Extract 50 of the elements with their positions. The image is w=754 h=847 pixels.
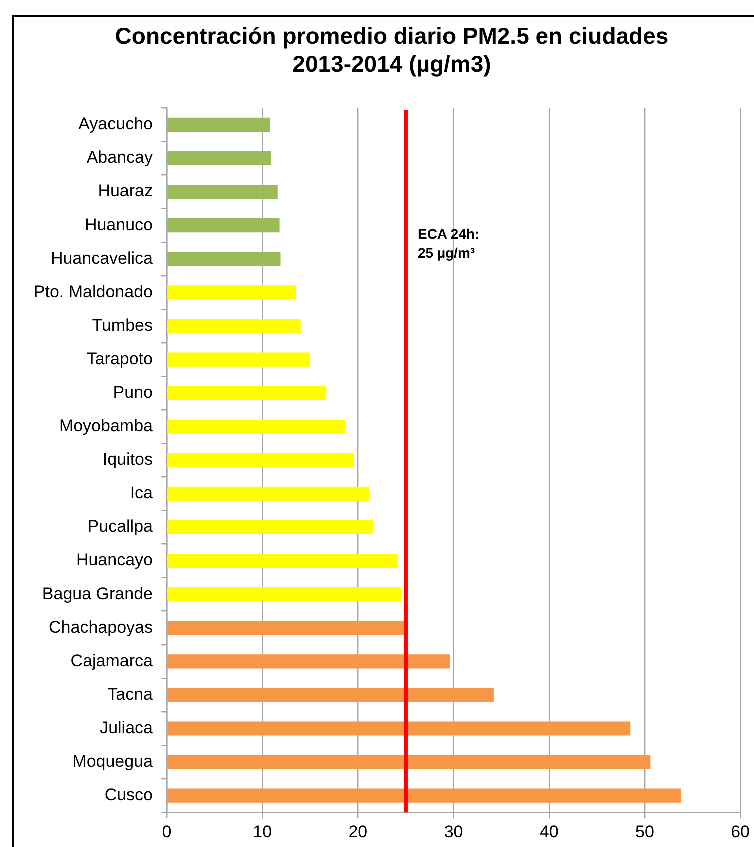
y-tick-label: Abancay	[86, 148, 154, 168]
y-tick-label: Cusco	[104, 786, 153, 805]
x-tick-label: 30	[444, 822, 464, 842]
y-tick-label: Huancayo	[76, 550, 153, 570]
bar	[168, 486, 370, 501]
bar	[168, 352, 310, 367]
y-tick-label: Ayacucho	[78, 114, 153, 134]
y-tick-label: Pto. Maldonado	[34, 282, 153, 302]
y-tick-label: Huancavelica	[50, 248, 154, 268]
bar	[168, 554, 398, 568]
bar	[168, 118, 270, 132]
bar	[168, 286, 296, 300]
bar	[168, 319, 301, 334]
x-tick-label: 50	[635, 822, 654, 842]
bar	[168, 788, 682, 803]
bar	[168, 688, 494, 702]
y-tick-label: Bagua Grande	[42, 584, 153, 604]
bar	[168, 252, 281, 266]
x-tick-label: 40	[540, 822, 559, 842]
y-tick-label: Huanuco	[84, 215, 153, 234]
bar	[168, 453, 354, 468]
y-tick-label: Cajamarca	[70, 651, 154, 670]
y-tick-label: Chachapoyas	[49, 618, 153, 637]
ref-line-label: ECA 24h: 25 µg/m³	[418, 226, 480, 261]
y-tick-label: Tumbes	[92, 316, 153, 335]
y-tick-label: Moyobamba	[59, 416, 154, 436]
y-tick-label: Iquitos	[102, 450, 153, 470]
chart-title: Concentración promedio diario PM2.5 en ciudades 2013-2014 (µg/m3)	[114, 22, 670, 78]
bar	[168, 722, 631, 736]
y-tick-label: Tacna	[108, 684, 154, 704]
bar	[168, 755, 651, 770]
bar	[168, 520, 374, 535]
x-tick-label: 60	[731, 822, 750, 842]
bar	[168, 218, 280, 233]
bar	[168, 151, 272, 166]
x-tick-label: 0	[162, 822, 172, 842]
bar	[168, 185, 278, 200]
y-tick-label: Pucallpa	[88, 517, 154, 536]
y-tick-label: Moquegua	[72, 752, 154, 771]
y-tick-label: Juliaca	[100, 718, 154, 738]
bar	[168, 654, 450, 669]
y-tick-label: Ica	[130, 484, 154, 503]
bar	[168, 420, 346, 434]
x-tick-label: 10	[253, 822, 272, 842]
bar	[168, 386, 327, 400]
y-tick-label: Puno	[113, 383, 153, 402]
bar	[168, 588, 402, 602]
y-tick-label: Huaraz	[98, 182, 153, 201]
x-tick-label: 20	[348, 822, 368, 842]
y-tick-label: Tarapoto	[86, 349, 153, 368]
